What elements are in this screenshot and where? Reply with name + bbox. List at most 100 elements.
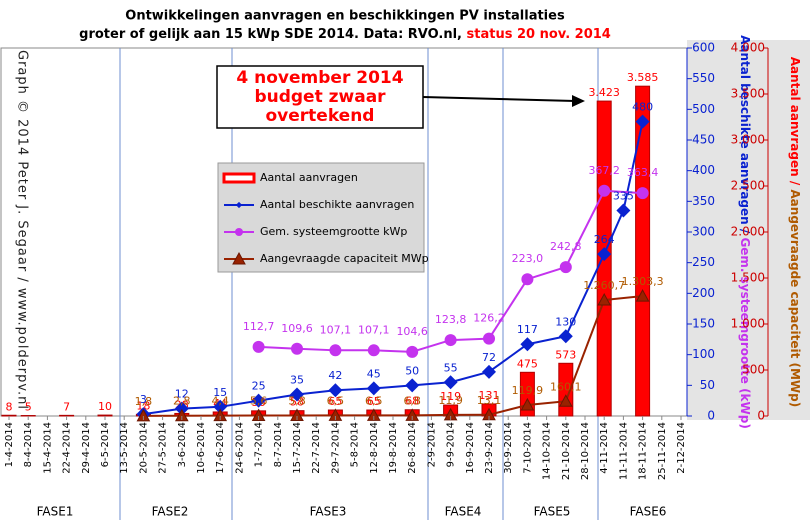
y-tick-label: 550 bbox=[692, 71, 715, 85]
line-segment bbox=[604, 189, 643, 195]
x-tick-label: 23-9-2014 bbox=[484, 422, 495, 474]
legend-label: Aantal aanvragen bbox=[260, 171, 358, 184]
y-axis-title-part: Aantal beschikte aanvragen / bbox=[739, 35, 753, 237]
data-label: 1.260,7 bbox=[583, 279, 625, 292]
data-label: 35 bbox=[290, 374, 304, 387]
data-label: 65 bbox=[328, 395, 342, 408]
point bbox=[406, 345, 419, 358]
y-tick-label: 250 bbox=[692, 255, 715, 269]
data-label: 1,8 bbox=[135, 395, 153, 408]
point bbox=[635, 114, 650, 129]
point bbox=[328, 408, 343, 421]
data-label: 160,1 bbox=[550, 380, 582, 393]
x-tick-label: 8-7-2014 bbox=[273, 422, 284, 467]
data-label: 45 bbox=[367, 367, 381, 380]
y2-tick-label: 4.000 bbox=[731, 41, 765, 55]
point bbox=[213, 399, 228, 414]
x-tick-label: 8-4-2014 bbox=[23, 422, 34, 467]
x-tick-label: 13-5-2014 bbox=[119, 422, 130, 474]
data-label: 126,2 bbox=[473, 312, 505, 325]
point bbox=[290, 387, 304, 402]
x-tick-label: 17-6-2014 bbox=[215, 422, 226, 474]
data-label: 480 bbox=[632, 101, 653, 114]
x-tick-label: 2-12-2014 bbox=[676, 422, 687, 474]
y2-tick-label: 0 bbox=[757, 409, 765, 423]
y2-tick-label: 3.000 bbox=[731, 133, 765, 147]
x-tick-label: 6-5-2014 bbox=[100, 422, 111, 467]
annotation-arrowhead bbox=[572, 95, 585, 107]
data-label: 104,6 bbox=[396, 325, 428, 338]
point bbox=[174, 408, 189, 422]
bar bbox=[97, 414, 113, 417]
legend-label: Aantal beschikte aanvragen bbox=[260, 198, 414, 211]
x-tick-label: 12-8-2014 bbox=[369, 422, 380, 474]
data-label: 5,6 bbox=[250, 394, 268, 407]
line-segment bbox=[527, 400, 566, 406]
point bbox=[291, 342, 303, 355]
point bbox=[559, 261, 572, 274]
line-segment bbox=[450, 370, 490, 384]
y2-tick-label: 3.500 bbox=[731, 87, 765, 101]
point bbox=[483, 332, 495, 345]
legend-label: Gem. systeemgrootte kWp bbox=[260, 225, 407, 238]
line-segment bbox=[604, 295, 643, 302]
data-label: 5 bbox=[25, 401, 32, 414]
point bbox=[597, 292, 612, 306]
data-label: 15 bbox=[213, 386, 227, 399]
x-tick-label: 25-11-2014 bbox=[657, 422, 668, 480]
point bbox=[520, 337, 535, 352]
legend-label: Aangevraagde capaciteit MWp bbox=[260, 252, 429, 265]
data-label: 119 bbox=[440, 390, 461, 403]
credit: Graph © 2014 Peter J. Segaar / www.polde… bbox=[15, 50, 30, 410]
point bbox=[636, 187, 649, 200]
data-label: 55 bbox=[444, 361, 458, 374]
line-segment bbox=[488, 404, 528, 416]
data-label: 123,8 bbox=[435, 313, 467, 326]
point bbox=[597, 247, 612, 262]
point bbox=[558, 394, 573, 407]
chart-title: Ontwikkelingen aanvragen en beschikkinge… bbox=[125, 9, 565, 24]
x-tick-label: 28-10-2014 bbox=[580, 422, 591, 480]
phase-label: FASE3 bbox=[310, 505, 347, 519]
data-label: 131 bbox=[479, 389, 500, 402]
x-tick-label: 1-7-2014 bbox=[254, 422, 265, 467]
y-tick-label: 300 bbox=[692, 225, 715, 239]
line-segment bbox=[373, 349, 413, 353]
data-label: 335 bbox=[613, 190, 634, 203]
x-tick-label: 10-6-2014 bbox=[196, 422, 207, 474]
x-tick-label: 7-10-2014 bbox=[522, 422, 533, 474]
y2-axis-title-part: Aangevraagde capaciteit (MWp) bbox=[789, 189, 803, 407]
x-tick-label: 2-9-2014 bbox=[426, 422, 437, 467]
y-tick-label: 150 bbox=[692, 317, 715, 331]
line-segment bbox=[488, 278, 529, 340]
line-segment bbox=[143, 407, 182, 416]
point bbox=[520, 397, 535, 411]
x-tick-label: 5-8-2014 bbox=[350, 422, 361, 467]
phase-label: FASE1 bbox=[37, 505, 74, 519]
x-tick-label: 15-4-2014 bbox=[42, 422, 53, 474]
legend: Aantal aanvragen Aantal beschikte aanvrag… bbox=[217, 162, 429, 273]
x-tick-label: 3-6-2014 bbox=[177, 422, 188, 467]
data-label: 6,5 bbox=[327, 394, 345, 407]
point bbox=[328, 383, 343, 398]
data-label: 112,7 bbox=[243, 320, 275, 333]
data-label: 2,8 bbox=[173, 395, 191, 408]
point bbox=[482, 364, 496, 379]
y-tick-label: 350 bbox=[692, 194, 715, 208]
data-label: 367,2 bbox=[588, 164, 620, 177]
x-tick-label: 18-11-2014 bbox=[638, 422, 649, 480]
data-label: 107,1 bbox=[320, 323, 352, 336]
data-label: 58 bbox=[290, 396, 304, 409]
x-tick-label: 15-7-2014 bbox=[292, 422, 303, 474]
bar bbox=[635, 85, 651, 417]
data-label: 50 bbox=[405, 364, 419, 377]
x-tick-label: 26-8-2014 bbox=[407, 422, 418, 474]
phase-label: FASE6 bbox=[630, 505, 667, 519]
point bbox=[251, 408, 266, 421]
data-label: 117 bbox=[517, 323, 538, 336]
point bbox=[329, 344, 342, 357]
line-segment bbox=[258, 345, 298, 350]
annotation-line: 4 november 2014 bbox=[236, 68, 403, 88]
point bbox=[366, 381, 381, 396]
point bbox=[521, 273, 534, 286]
